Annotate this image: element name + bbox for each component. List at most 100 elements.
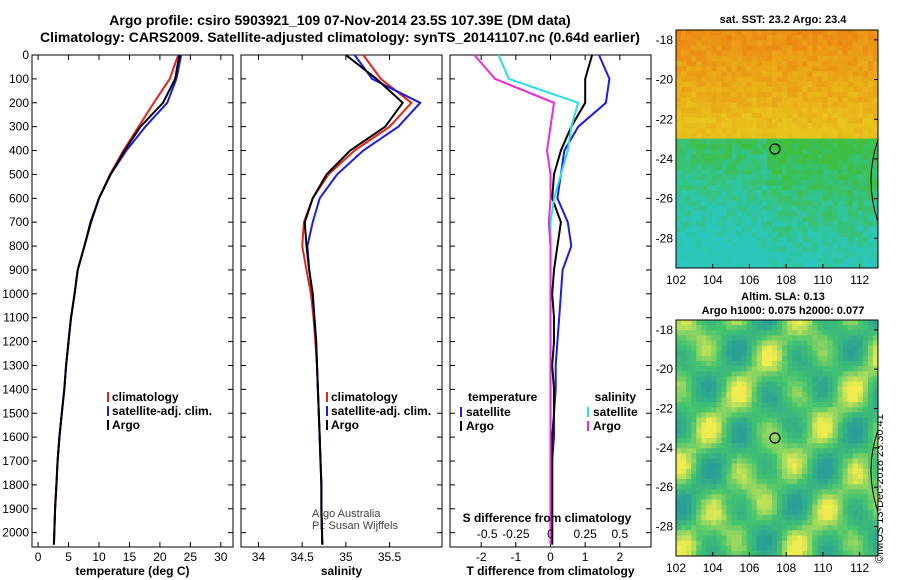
map-cell: [802, 195, 808, 202]
map-cell: [857, 164, 864, 171]
map-cell: [736, 350, 743, 357]
map-cell: [731, 30, 737, 36]
map-cell: [756, 504, 763, 511]
map-cell: [706, 102, 712, 108]
map-cell: [686, 112, 692, 119]
map-cell: [766, 350, 773, 357]
map-cell: [696, 402, 702, 408]
map-cell: [741, 340, 748, 347]
map-cell: [782, 164, 788, 171]
map-cell: [746, 494, 753, 500]
map-cell: [726, 330, 732, 336]
map-cell: [686, 231, 692, 238]
map-cell: [756, 247, 763, 253]
map-cell: [686, 154, 692, 160]
map-cell: [787, 35, 793, 41]
map-cell: [721, 396, 727, 403]
map-cell: [822, 525, 828, 531]
map-cell: [837, 211, 844, 217]
map-cell: [741, 361, 748, 367]
map-cell: [787, 412, 793, 418]
map-cell: [797, 535, 803, 542]
map-cell: [787, 242, 793, 248]
map-cell: [746, 257, 753, 264]
map-cell: [706, 66, 712, 72]
map-cell: [792, 185, 798, 191]
map-cell: [797, 371, 803, 377]
map-cell: [867, 149, 874, 155]
map-cell: [726, 257, 732, 264]
map-cell: [741, 257, 748, 264]
map-cell: [716, 81, 722, 88]
map-cell: [761, 448, 768, 454]
map-cell: [716, 330, 722, 336]
map-cell: [847, 391, 854, 398]
map-cell: [676, 143, 682, 150]
map-cell: [711, 320, 717, 326]
map-cell: [787, 427, 793, 434]
map-cell: [741, 35, 748, 41]
map-cell: [686, 489, 692, 495]
map-x-tick-label: 112: [850, 561, 869, 575]
map-cell: [711, 376, 717, 382]
map-cell: [751, 473, 758, 480]
map-cell: [756, 417, 763, 424]
map-cell: [857, 76, 864, 83]
map-cell: [696, 525, 702, 531]
map-cell: [711, 143, 717, 150]
map-cell: [812, 320, 818, 326]
map-cell: [787, 371, 793, 377]
map-cell: [691, 133, 697, 140]
annotation-text: PI: Susan Wijffels: [312, 520, 398, 532]
map-cell: [746, 55, 753, 62]
map-cell: [761, 535, 768, 542]
map-cell: [872, 448, 879, 454]
map-cell: [681, 112, 687, 119]
map-cell: [771, 345, 778, 352]
map-cell: [681, 396, 687, 403]
map-cell: [686, 97, 692, 103]
map-cell: [691, 35, 697, 41]
map-cell: [771, 499, 778, 506]
map-cell: [842, 226, 849, 233]
map-cell: [802, 396, 808, 403]
map-cell: [817, 484, 823, 490]
map-cell: [696, 117, 702, 124]
map-cell: [756, 102, 763, 108]
map-cell: [837, 535, 844, 542]
map-cell: [802, 458, 808, 465]
map-cell: [812, 226, 818, 233]
map-cell: [782, 45, 788, 52]
map-cell: [746, 185, 753, 191]
map-cell: [862, 468, 869, 475]
map-cell: [822, 366, 828, 372]
map-cell: [817, 371, 823, 377]
map-cell: [787, 484, 793, 490]
map-cell: [822, 107, 828, 114]
map-cell: [847, 473, 854, 480]
map-cell: [827, 117, 833, 124]
map-cell: [777, 252, 783, 259]
map-cell: [761, 252, 768, 259]
map-cell: [782, 86, 788, 93]
map-cell: [746, 330, 753, 336]
map-cell: [771, 391, 778, 398]
map-cell: [731, 391, 737, 398]
map-cell: [766, 180, 773, 186]
map-cell: [782, 81, 788, 88]
map-cell: [842, 216, 849, 222]
map-cell: [812, 376, 818, 382]
map-cell: [797, 236, 803, 243]
map-cell: [807, 71, 813, 77]
map-cell: [847, 200, 854, 207]
map-cell: [827, 514, 833, 521]
map-cell: [797, 463, 803, 470]
map-cell: [872, 535, 879, 542]
map-cell: [676, 448, 682, 454]
map-cell: [822, 66, 828, 72]
map-cell: [777, 128, 783, 134]
map-cell: [797, 174, 803, 181]
map-cell: [736, 484, 743, 490]
map-cell: [746, 412, 753, 418]
map-cell: [862, 169, 869, 176]
